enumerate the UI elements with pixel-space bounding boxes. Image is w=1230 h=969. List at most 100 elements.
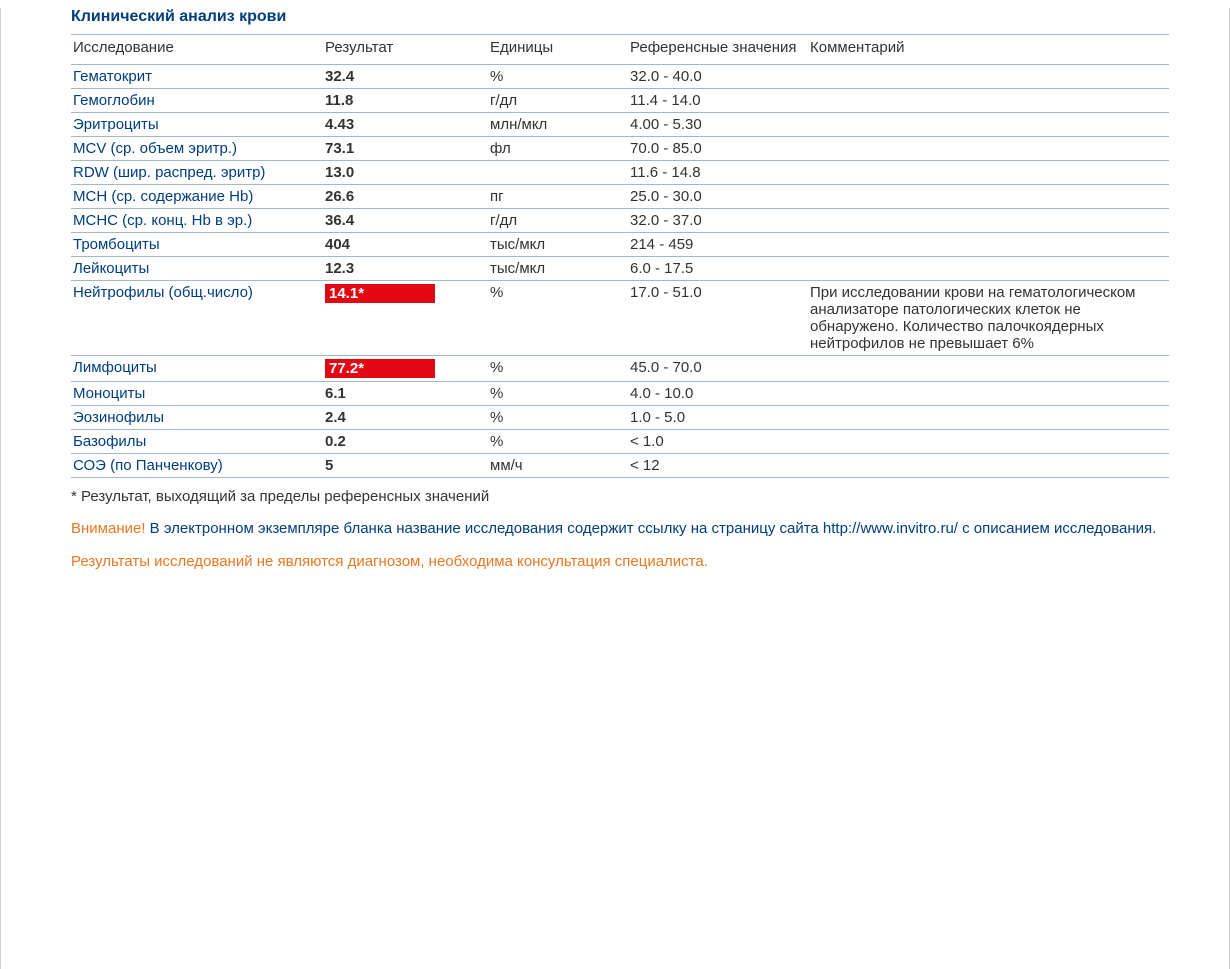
test-units: % [488,406,628,430]
table-row: Эозинофилы2.4%1.0 - 5.0 [71,406,1169,430]
test-range: 17.0 - 51.0 [628,281,808,356]
result-flagged-badge: 14.1* [325,284,435,303]
test-comment [808,185,1169,209]
test-name[interactable]: Лейкоциты [71,257,323,281]
test-comment [808,430,1169,454]
test-result: 36.4 [323,209,488,233]
test-name[interactable]: Нейтрофилы (общ.число) [71,281,323,356]
test-name[interactable]: MCV (ср. объем эритр.) [71,137,323,161]
header-range: Референсные значения [628,35,808,65]
test-result: 404 [323,233,488,257]
test-range: 214 - 459 [628,233,808,257]
test-comment [808,89,1169,113]
test-result: 11.8 [323,89,488,113]
test-range: < 1.0 [628,430,808,454]
test-name[interactable]: Тромбоциты [71,233,323,257]
test-comment [808,454,1169,478]
test-units: мм/ч [488,454,628,478]
table-row: Гемоглобин11.8 г/дл11.4 - 14.0 [71,89,1169,113]
test-result: 13.0 [323,161,488,185]
result-value: 6.1 [325,385,346,402]
test-units: % [488,281,628,356]
result-value: 32.4 [325,68,354,85]
test-name[interactable]: Лимфоциты [71,356,323,382]
test-range: 6.0 - 17.5 [628,257,808,281]
test-name[interactable]: MCHC (ср. конц. Hb в эр.) [71,209,323,233]
test-name[interactable]: Эритроциты [71,113,323,137]
test-name[interactable]: MCH (ср. содержание Hb) [71,185,323,209]
test-comment [808,406,1169,430]
table-row: Эритроциты4.43млн/мкл4.00 - 5.30 [71,113,1169,137]
notice-link[interactable]: http://www.invitro.ru/ [823,520,958,537]
table-row: MCHC (ср. конц. Hb в эр.)36.4г/дл32.0 - … [71,209,1169,233]
table-row: MCH (ср. содержание Hb)26.6пг25.0 - 30.0 [71,185,1169,209]
test-comment [808,137,1169,161]
test-name[interactable]: RDW (шир. распред. эритр) [71,161,323,185]
test-units: % [488,65,628,89]
test-name[interactable]: Моноциты [71,382,323,406]
test-units: тыс/мкл [488,257,628,281]
table-row: Нейтрофилы (общ.число)14.1*%17.0 - 51.0П… [71,281,1169,356]
test-units: пг [488,185,628,209]
test-units: % [488,356,628,382]
test-result: 2.4 [323,406,488,430]
test-range: 32.0 - 37.0 [628,209,808,233]
test-units: г/дл [488,209,628,233]
table-row: MCV (ср. объем эритр.)73.1фл70.0 - 85.0 [71,137,1169,161]
table-header-row: Исследование Результат Единицы Референсн… [71,35,1169,65]
test-range: 11.6 - 14.8 [628,161,808,185]
test-comment [808,257,1169,281]
table-row: Лейкоциты12.3 тыс/мкл6.0 - 17.5 [71,257,1169,281]
result-value: 12.3 [325,260,354,277]
test-result: 6.1 [323,382,488,406]
test-comment [808,233,1169,257]
table-row: Тромбоциты404тыс/мкл214 - 459 [71,233,1169,257]
disclaimer: Результаты исследований не являются диаг… [71,553,1169,570]
test-result: 73.1 [323,137,488,161]
test-range: 70.0 - 85.0 [628,137,808,161]
test-name[interactable]: СОЭ (по Панченкову) [71,454,323,478]
test-units: г/дл [488,89,628,113]
result-value: 26.6 [325,188,354,205]
test-range: 45.0 - 70.0 [628,356,808,382]
test-comment [808,382,1169,406]
footnote: * Результат, выходящий за пределы рефере… [71,488,1169,505]
test-units: тыс/мкл [488,233,628,257]
test-range: 1.0 - 5.0 [628,406,808,430]
report-container: Клинический анализ крови Исследование Ре… [1,8,1229,570]
result-value: 5 [325,457,333,474]
result-value: 11.8 [325,92,353,109]
result-value: 2.4 [325,409,346,426]
test-range: 11.4 - 14.0 [628,89,808,113]
test-comment [808,209,1169,233]
header-units: Единицы [488,35,628,65]
header-name: Исследование [71,35,323,65]
test-name[interactable]: Гемоглобин [71,89,323,113]
header-result: Результат [323,35,488,65]
notice-text-after: с описанием исследования. [958,520,1156,537]
test-result: 14.1* [323,281,488,356]
notice-block: Внимание! В электронном экземпляре бланк… [71,519,1169,539]
table-row: Гематокрит32.4%32.0 - 40.0 [71,65,1169,89]
test-units: % [488,382,628,406]
test-name[interactable]: Эозинофилы [71,406,323,430]
test-range: 32.0 - 40.0 [628,65,808,89]
report-title: Клинический анализ крови [71,8,1169,26]
test-comment [808,65,1169,89]
test-comment [808,113,1169,137]
test-name[interactable]: Гематокрит [71,65,323,89]
table-row: Базофилы0.2%< 1.0 [71,430,1169,454]
result-value: 4.43 [325,116,354,133]
test-range: < 12 [628,454,808,478]
result-value: 0.2 [325,433,346,450]
test-range: 4.0 - 10.0 [628,382,808,406]
test-range: 4.00 - 5.30 [628,113,808,137]
test-units: фл [488,137,628,161]
test-name[interactable]: Базофилы [71,430,323,454]
test-units: % [488,430,628,454]
header-comment: Комментарий [808,35,1169,65]
table-row: СОЭ (по Панченкову)5 мм/ч< 12 [71,454,1169,478]
attention-label: Внимание! [71,520,146,537]
result-flagged-badge: 77.2* [325,359,435,378]
test-result: 77.2* [323,356,488,382]
